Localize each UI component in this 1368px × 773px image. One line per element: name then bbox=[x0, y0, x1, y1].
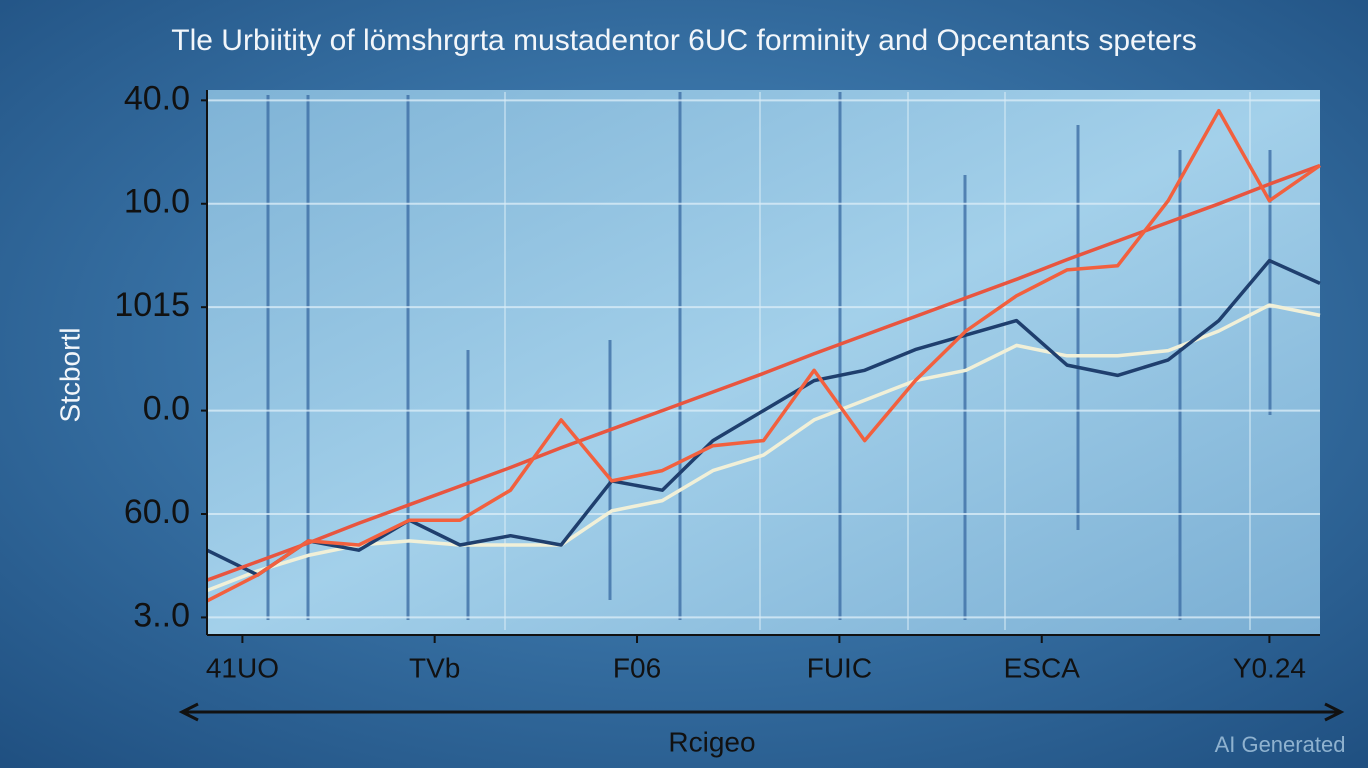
plot-area bbox=[207, 90, 1320, 635]
x-tick-label: TVb bbox=[409, 652, 460, 683]
x-tick-label: F06 bbox=[613, 652, 661, 683]
chart-title: Tle Urbiitity of lömshrgrta mustadentor … bbox=[171, 24, 1196, 57]
y-tick-label: 10.0 bbox=[124, 183, 190, 221]
x-tick-label: 41UO bbox=[206, 652, 279, 683]
y-axis-label: Stcbortl bbox=[54, 328, 85, 423]
y-tick-label: 0.0 bbox=[143, 390, 190, 428]
plot bbox=[206, 99, 1321, 619]
x-tick-label: FUIC bbox=[807, 652, 872, 683]
series-line bbox=[206, 108, 1321, 603]
x-axis-label: Rcigeo bbox=[668, 726, 755, 757]
x-tick-label: Y0.24 bbox=[1233, 652, 1306, 683]
y-tick-label: 3..0 bbox=[133, 596, 190, 634]
decor-bars bbox=[266, 92, 1272, 620]
watermark: AI Generated bbox=[1215, 732, 1346, 757]
x-tick-label: ESCA bbox=[1004, 652, 1081, 683]
x-arrow bbox=[178, 702, 1345, 722]
y-tick-label: 1015 bbox=[114, 286, 190, 324]
decor-lines bbox=[504, 92, 1251, 630]
series-line bbox=[206, 163, 1321, 582]
series-line bbox=[206, 303, 1321, 593]
y-tick-label: 40.0 bbox=[124, 79, 190, 117]
y-tick-label: 60.0 bbox=[124, 493, 190, 531]
